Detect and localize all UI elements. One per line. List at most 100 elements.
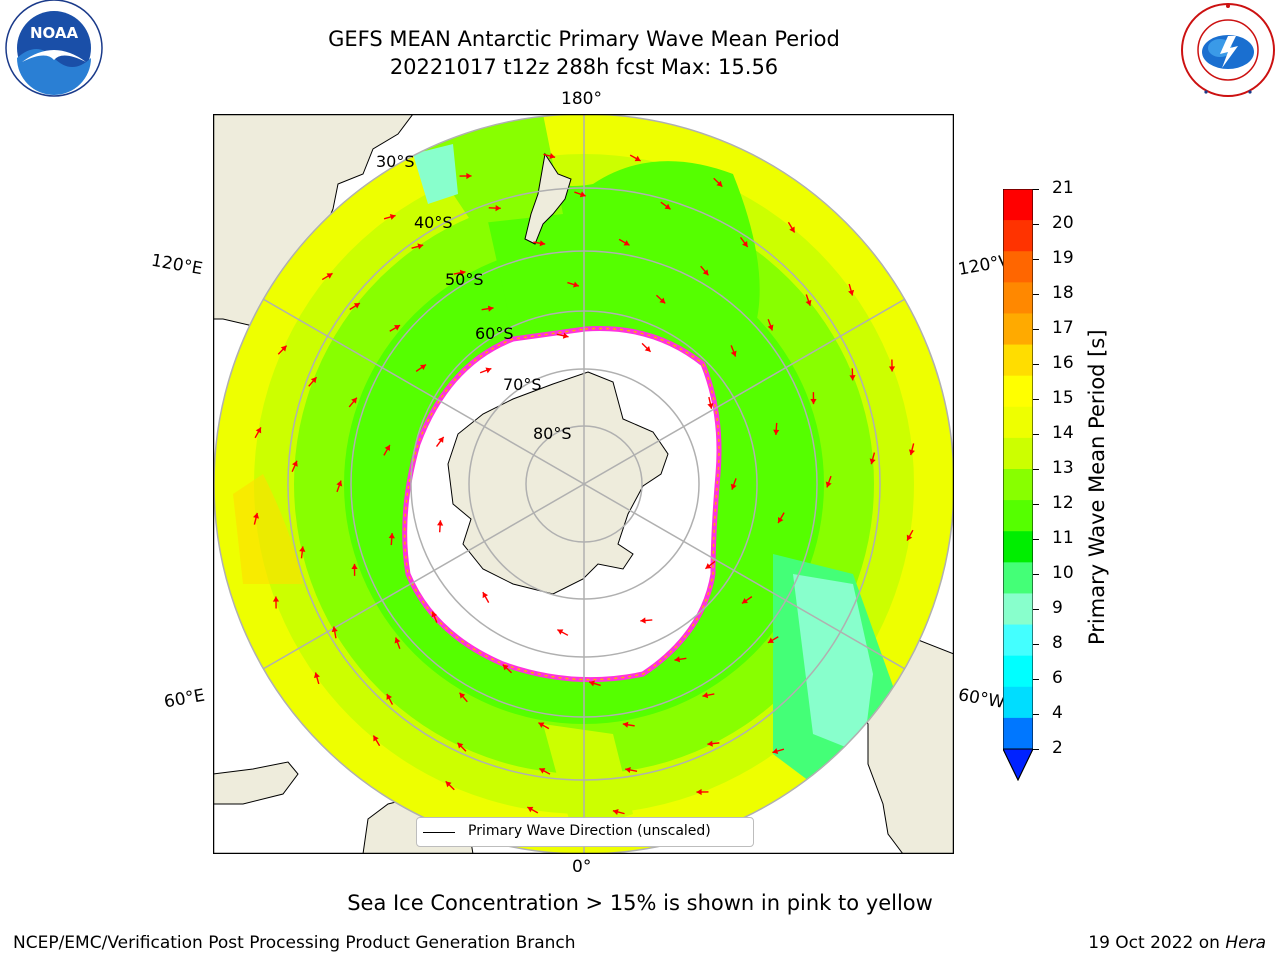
colorbar-tick-label: 12 [1052, 493, 1074, 513]
map-legend: Primary Wave Direction (unscaled) [416, 817, 754, 847]
wave-arrow-head [313, 672, 320, 679]
colorbar-extend-triangle [1002, 748, 1034, 782]
new-zealand-land [524, 152, 572, 245]
colorbar-tick-mark [1033, 714, 1039, 715]
wave-arrow-head [539, 768, 546, 774]
wave-arrow-head [573, 281, 579, 288]
wave-arrow-head [485, 367, 492, 374]
legend-line-swatch [423, 832, 455, 834]
colorbar-tick-mark [1033, 504, 1039, 505]
wave-arrow-head [255, 427, 262, 434]
wave-arrow-head [310, 377, 317, 384]
wave-arrow-head [280, 345, 287, 352]
wave-arrow-head [674, 656, 681, 663]
legend-label: Primary Wave Direction (unscaled) [468, 823, 711, 839]
footer-credit: NCEP/EMC/Verification Post Processing Pr… [13, 933, 576, 953]
madagascar-land [213, 761, 299, 805]
colorbar-ticks: 21 20 19 18 17 16 15 14 13 12 11 10 9 8 6 4 2 [1033, 178, 1080, 758]
colorbar-tick-mark [1033, 644, 1039, 645]
lon-label-120e: 120°E [149, 250, 205, 280]
lat-label-40s: 40°S [414, 213, 453, 232]
colorbar-tick-label: 2 [1052, 738, 1063, 758]
colorbar-segment [1003, 500, 1033, 532]
wave-arrow-head [848, 289, 855, 296]
wave-arrow-head [825, 481, 832, 488]
wave-arrow-head [696, 788, 702, 796]
lon-label-60e: 60°E [162, 685, 207, 713]
colorbar-tick-mark [1033, 399, 1039, 400]
colorbar-tick-mark [1033, 574, 1039, 575]
wave-arrow-head [888, 366, 896, 372]
wave-arrow-head [420, 364, 427, 371]
colorbar-label: Primary Wave Mean Period [s] [1085, 329, 1109, 645]
wave-arrow-head [495, 205, 501, 212]
colorbar-segment [1003, 531, 1033, 563]
wave-direction-arrows [253, 153, 915, 815]
colorbar-segment [1003, 406, 1033, 439]
wave-arrow-head [351, 563, 358, 570]
colorbar-svg [1002, 188, 1034, 782]
wave-arrow-head [702, 692, 709, 699]
wave-arrow-head [634, 155, 641, 162]
wave-arrow-head [386, 693, 392, 700]
colorbar-tick-mark [1033, 294, 1039, 295]
wave-arrow-head [539, 240, 546, 247]
wave-arrow-head [373, 735, 379, 742]
wave-arrow-head [527, 806, 534, 813]
footer-date: 19 Oct 2022 on Hera [1088, 933, 1266, 953]
footer-date-text: 19 Oct 2022 on [1088, 933, 1220, 953]
lat-label-80s: 80°S [533, 424, 572, 443]
wave-arrow-head [299, 546, 306, 552]
colorbar-segment [1003, 220, 1033, 252]
colorbar-tick-mark [1033, 189, 1039, 190]
wave-arrow-head [549, 153, 556, 160]
wave-arrow-head [778, 517, 784, 524]
wave-arrow-head [389, 213, 396, 220]
wave-arrow-head [707, 403, 714, 409]
colorbar-tick-label: 6 [1052, 668, 1063, 688]
lon-label-0: 0° [572, 857, 592, 877]
wave-arrow-head [292, 460, 298, 467]
colorbar-tick-label: 16 [1052, 353, 1074, 373]
chart-title: GEFS MEAN Antarctic Primary Wave Mean Pe… [328, 27, 840, 51]
wave-arrow-head [466, 172, 472, 180]
colorbar-segment [1003, 655, 1033, 688]
wave-arrow-head [741, 597, 748, 604]
wave-arrow-head [326, 273, 333, 279]
colorbar-segment [1003, 717, 1033, 750]
colorbar-tick-label: 19 [1052, 248, 1074, 268]
colorbar-tick-label: 8 [1052, 633, 1063, 653]
colorbar [1002, 188, 1034, 782]
wave-arrow-head [457, 742, 464, 749]
wave-arrow-head [445, 781, 452, 788]
colorbar-tick-label: 13 [1052, 458, 1074, 478]
wave-arrow-head [538, 722, 545, 728]
colorbar-tick-mark [1033, 679, 1039, 680]
wave-arrow-head [869, 458, 876, 465]
wave-arrow-head [557, 629, 564, 635]
wave-arrow-head [612, 808, 619, 815]
colorbar-outline [1002, 188, 1034, 782]
colorbar-segment [1003, 344, 1033, 377]
colorbar-segment [1003, 189, 1033, 221]
wave-arrow-head [417, 243, 424, 250]
colorbar-tick-label: 20 [1052, 213, 1074, 233]
wave-arrow-head [353, 303, 360, 309]
colorbar-tick-mark [1033, 434, 1039, 435]
colorbar-segment [1003, 593, 1033, 626]
footer-machine: Hera [1225, 933, 1266, 953]
wave-arrow-head [394, 325, 401, 331]
wave-arrow-head [437, 520, 444, 526]
colorbar-tick-mark [1033, 259, 1039, 260]
wave-arrow-head [772, 748, 779, 755]
colorbar-segment [1003, 251, 1033, 283]
sea-ice-caption: Sea Ice Concentration > 15% is shown in … [347, 891, 933, 915]
wave-arrow-head [622, 721, 629, 728]
lat-label-30s: 30°S [376, 152, 415, 171]
colorbar-tick-mark [1033, 364, 1039, 365]
wave-arrow-head [562, 332, 569, 339]
wave-arrow-head [459, 269, 466, 276]
wave-arrow-head [384, 444, 390, 451]
wave-arrow-head [272, 596, 280, 602]
wave-arrow-head [623, 240, 630, 246]
